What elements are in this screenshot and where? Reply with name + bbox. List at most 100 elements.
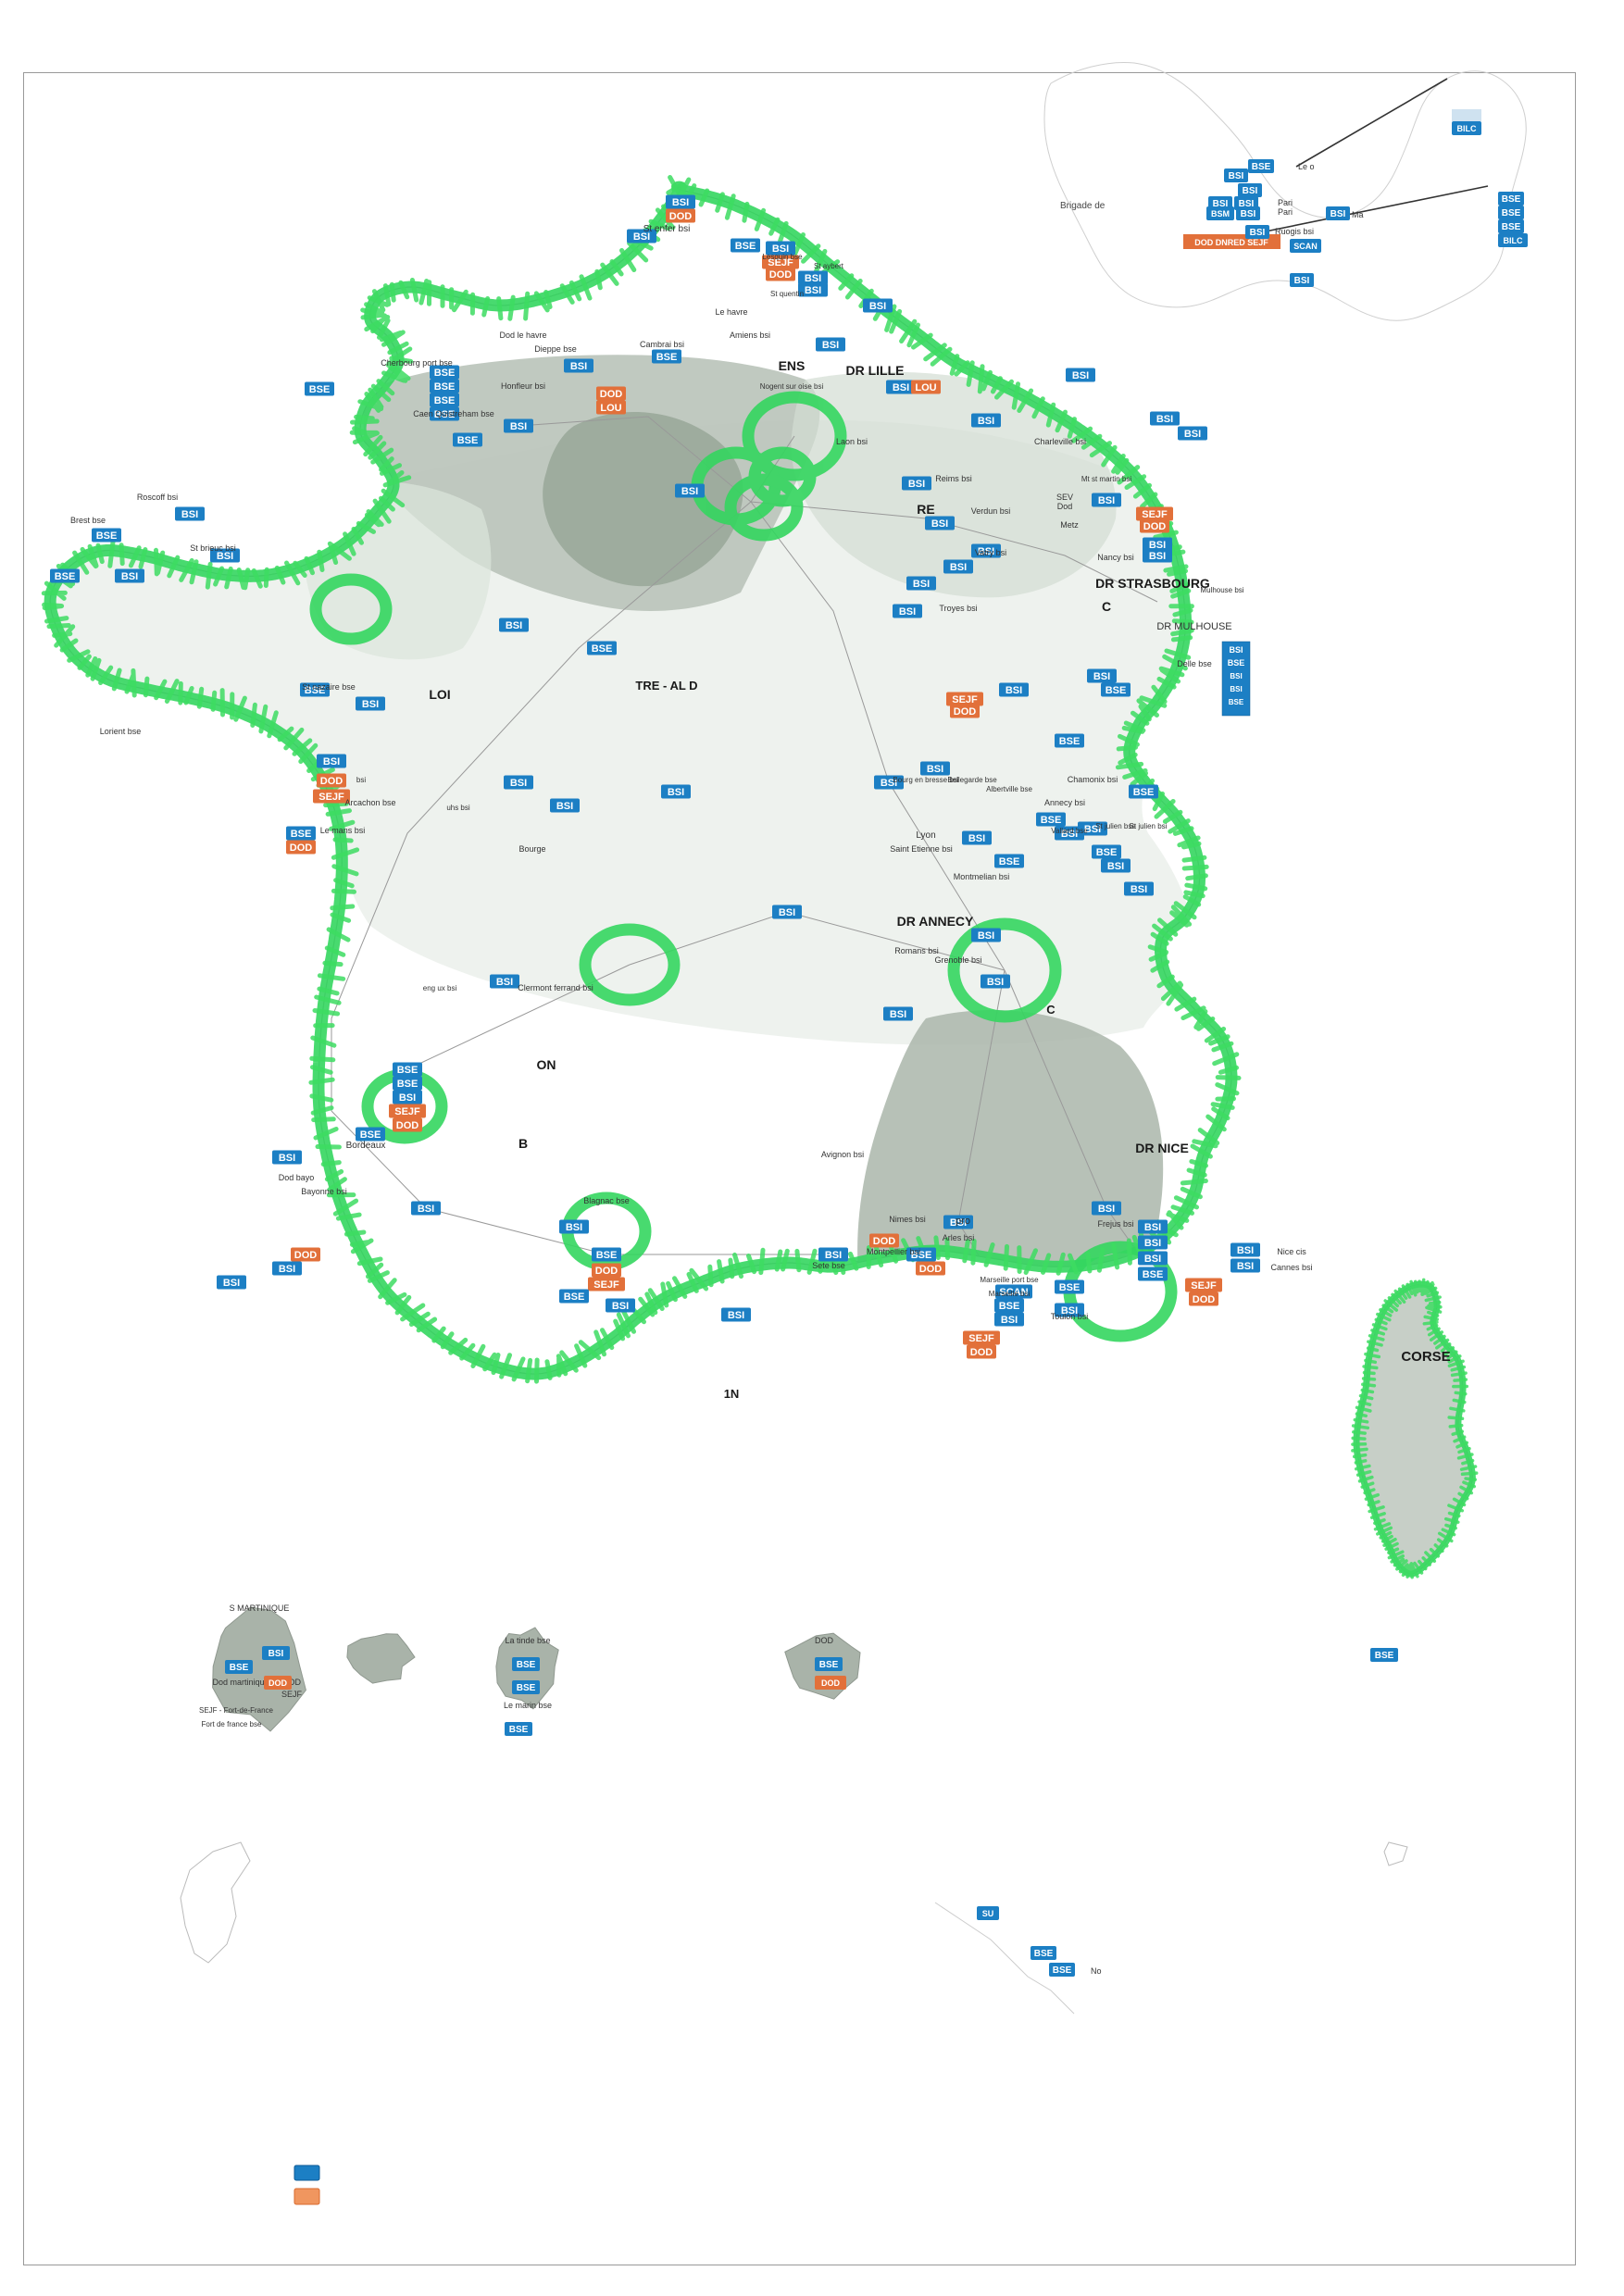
svg-text:BSI: BSI xyxy=(1149,551,1166,562)
svg-text:La tinde bse: La tinde bse xyxy=(505,1636,550,1645)
svg-text:DOD: DOD xyxy=(396,1120,419,1131)
svg-text:DOD: DOD xyxy=(669,211,693,222)
svg-text:Le marin bse: Le marin bse xyxy=(504,1701,552,1710)
svg-text:BSE: BSE xyxy=(1041,815,1062,826)
svg-text:RE: RE xyxy=(917,502,934,517)
svg-text:Sete bse: Sete bse xyxy=(812,1261,845,1270)
svg-text:BSI: BSI xyxy=(1093,671,1110,682)
svg-text:BSE: BSE xyxy=(596,1250,618,1261)
svg-text:TRE - AL D: TRE - AL D xyxy=(635,679,697,693)
svg-text:BSE: BSE xyxy=(592,643,613,655)
svg-text:SEJF: SEJF xyxy=(968,1333,994,1344)
svg-text:BSI: BSI xyxy=(908,479,925,490)
svg-text:BSI: BSI xyxy=(927,764,943,775)
svg-text:B: B xyxy=(518,1136,528,1151)
svg-text:BSI: BSI xyxy=(1131,884,1147,895)
svg-text:SEJF: SEJF xyxy=(394,1106,420,1117)
svg-text:BSE: BSE xyxy=(1096,847,1118,858)
svg-text:Dieppe bse: Dieppe bse xyxy=(534,344,577,354)
svg-text:C: C xyxy=(1102,599,1111,614)
svg-text:BSE: BSE xyxy=(656,352,678,363)
svg-text:Annecy bsi: Annecy bsi xyxy=(1044,798,1085,807)
svg-text:BSE: BSE xyxy=(735,241,756,252)
svg-text:ON: ON xyxy=(537,1057,556,1072)
svg-text:Marseille bsi: Marseille bsi xyxy=(989,1290,1031,1298)
svg-text:BSI: BSI xyxy=(978,416,994,427)
svg-text:Nogent sur oise bsi: Nogent sur oise bsi xyxy=(760,382,824,391)
svg-text:Laon bsi: Laon bsi xyxy=(836,437,868,446)
svg-text:Caen Quistreham bse: Caen Quistreham bse xyxy=(413,409,494,418)
svg-text:BSE: BSE xyxy=(309,384,331,395)
svg-text:Montmelian bsi: Montmelian bsi xyxy=(954,872,1010,881)
svg-text:BSE: BSE xyxy=(1059,736,1081,747)
svg-text:BSI: BSI xyxy=(1144,1238,1161,1249)
svg-text:BSI: BSI xyxy=(1229,171,1244,181)
svg-text:BSE: BSE xyxy=(291,829,312,840)
svg-text:St enfer bsi: St enfer bsi xyxy=(643,224,691,234)
svg-text:Bayonne bsi: Bayonne bsi xyxy=(301,1187,347,1196)
svg-text:BSI: BSI xyxy=(825,1250,842,1261)
svg-text:Dod le havre: Dod le havre xyxy=(499,331,546,340)
svg-text:Brigade de: Brigade de xyxy=(1060,201,1106,211)
svg-text:BSE: BSE xyxy=(517,1660,536,1670)
svg-text:BSE: BSE xyxy=(1228,658,1245,668)
svg-text:BSI: BSI xyxy=(668,787,684,798)
svg-text:St julien bsi: St julien bsi xyxy=(1130,822,1168,830)
svg-text:Nancy bsi: Nancy bsi xyxy=(1097,553,1134,562)
svg-text:Blagnac bse: Blagnac bse xyxy=(583,1196,630,1205)
svg-text:BSI: BSI xyxy=(1237,1245,1254,1256)
svg-text:BSE: BSE xyxy=(999,1301,1020,1312)
svg-text:BSI: BSI xyxy=(510,778,527,789)
svg-text:BSI: BSI xyxy=(1098,1204,1115,1215)
svg-text:SEJF: SEJF xyxy=(593,1279,619,1291)
svg-text:BSI: BSI xyxy=(728,1310,744,1321)
svg-text:BSE: BSE xyxy=(434,381,456,393)
svg-text:ENS: ENS xyxy=(779,358,806,373)
svg-text:BSE: BSE xyxy=(1034,1949,1054,1959)
svg-text:BSI: BSI xyxy=(822,340,839,351)
svg-text:BSE: BSE xyxy=(1375,1651,1394,1661)
svg-text:St brieuc bsi: St brieuc bsi xyxy=(190,543,236,553)
svg-text:BSI: BSI xyxy=(869,301,886,312)
svg-text:DOD: DOD xyxy=(954,706,977,718)
svg-text:Bourge: Bourge xyxy=(518,844,545,854)
svg-text:Marseille port bse: Marseille port bse xyxy=(980,1276,1039,1284)
svg-text:C: C xyxy=(1046,1003,1056,1017)
svg-text:Honfleur bsi: Honfleur bsi xyxy=(501,381,545,391)
svg-text:BSE: BSE xyxy=(999,856,1020,867)
svg-text:Mulhouse bsi: Mulhouse bsi xyxy=(1200,586,1243,594)
svg-text:Nice cis: Nice cis xyxy=(1277,1247,1306,1256)
svg-text:BSI: BSI xyxy=(269,1649,284,1659)
svg-text:eng ux bsi: eng ux bsi xyxy=(423,984,457,992)
svg-text:SEJF - Fort-de-France: SEJF - Fort-de-France xyxy=(199,1706,274,1715)
svg-text:BSE: BSE xyxy=(230,1663,249,1673)
svg-text:Romans bsi: Romans bsi xyxy=(894,946,939,955)
svg-text:BSE: BSE xyxy=(1502,194,1521,205)
svg-text:Saint Etienne bsi: Saint Etienne bsi xyxy=(890,844,953,854)
svg-text:LOI: LOI xyxy=(429,687,450,702)
svg-text:BSE: BSE xyxy=(55,571,76,582)
svg-text:Le mans bsi: Le mans bsi xyxy=(320,826,366,835)
svg-text:Charleville bsi: Charleville bsi xyxy=(1034,437,1086,446)
svg-text:BSE: BSE xyxy=(517,1683,536,1693)
svg-text:Pari: Pari xyxy=(1278,198,1293,207)
svg-text:BSI: BSI xyxy=(950,562,967,573)
svg-text:BSI: BSI xyxy=(279,1153,295,1164)
svg-text:Arles bsi: Arles bsi xyxy=(943,1233,975,1242)
svg-text:BSI: BSI xyxy=(399,1092,416,1104)
svg-text:DR LILLE: DR LILLE xyxy=(846,363,905,378)
svg-text:Lorient bse: Lorient bse xyxy=(100,727,142,736)
svg-text:BSI: BSI xyxy=(779,907,795,918)
svg-text:pro: pro xyxy=(956,1216,970,1227)
svg-text:DOD: DOD xyxy=(294,1250,318,1261)
svg-text:DOD: DOD xyxy=(320,776,344,787)
svg-text:Ruogis bsi: Ruogis bsi xyxy=(1275,227,1314,236)
svg-text:BSI: BSI xyxy=(805,273,821,284)
svg-text:BSI: BSI xyxy=(1230,672,1242,680)
svg-text:BSI: BSI xyxy=(506,620,522,631)
svg-text:DOD DNRED SEJF: DOD DNRED SEJF xyxy=(1194,238,1268,247)
svg-text:Clermont ferrand bsi: Clermont ferrand bsi xyxy=(518,983,593,992)
svg-text:Albertville bse: Albertville bse xyxy=(986,785,1032,793)
svg-text:BSE: BSE xyxy=(509,1725,529,1735)
svg-text:Lyon: Lyon xyxy=(916,830,935,841)
